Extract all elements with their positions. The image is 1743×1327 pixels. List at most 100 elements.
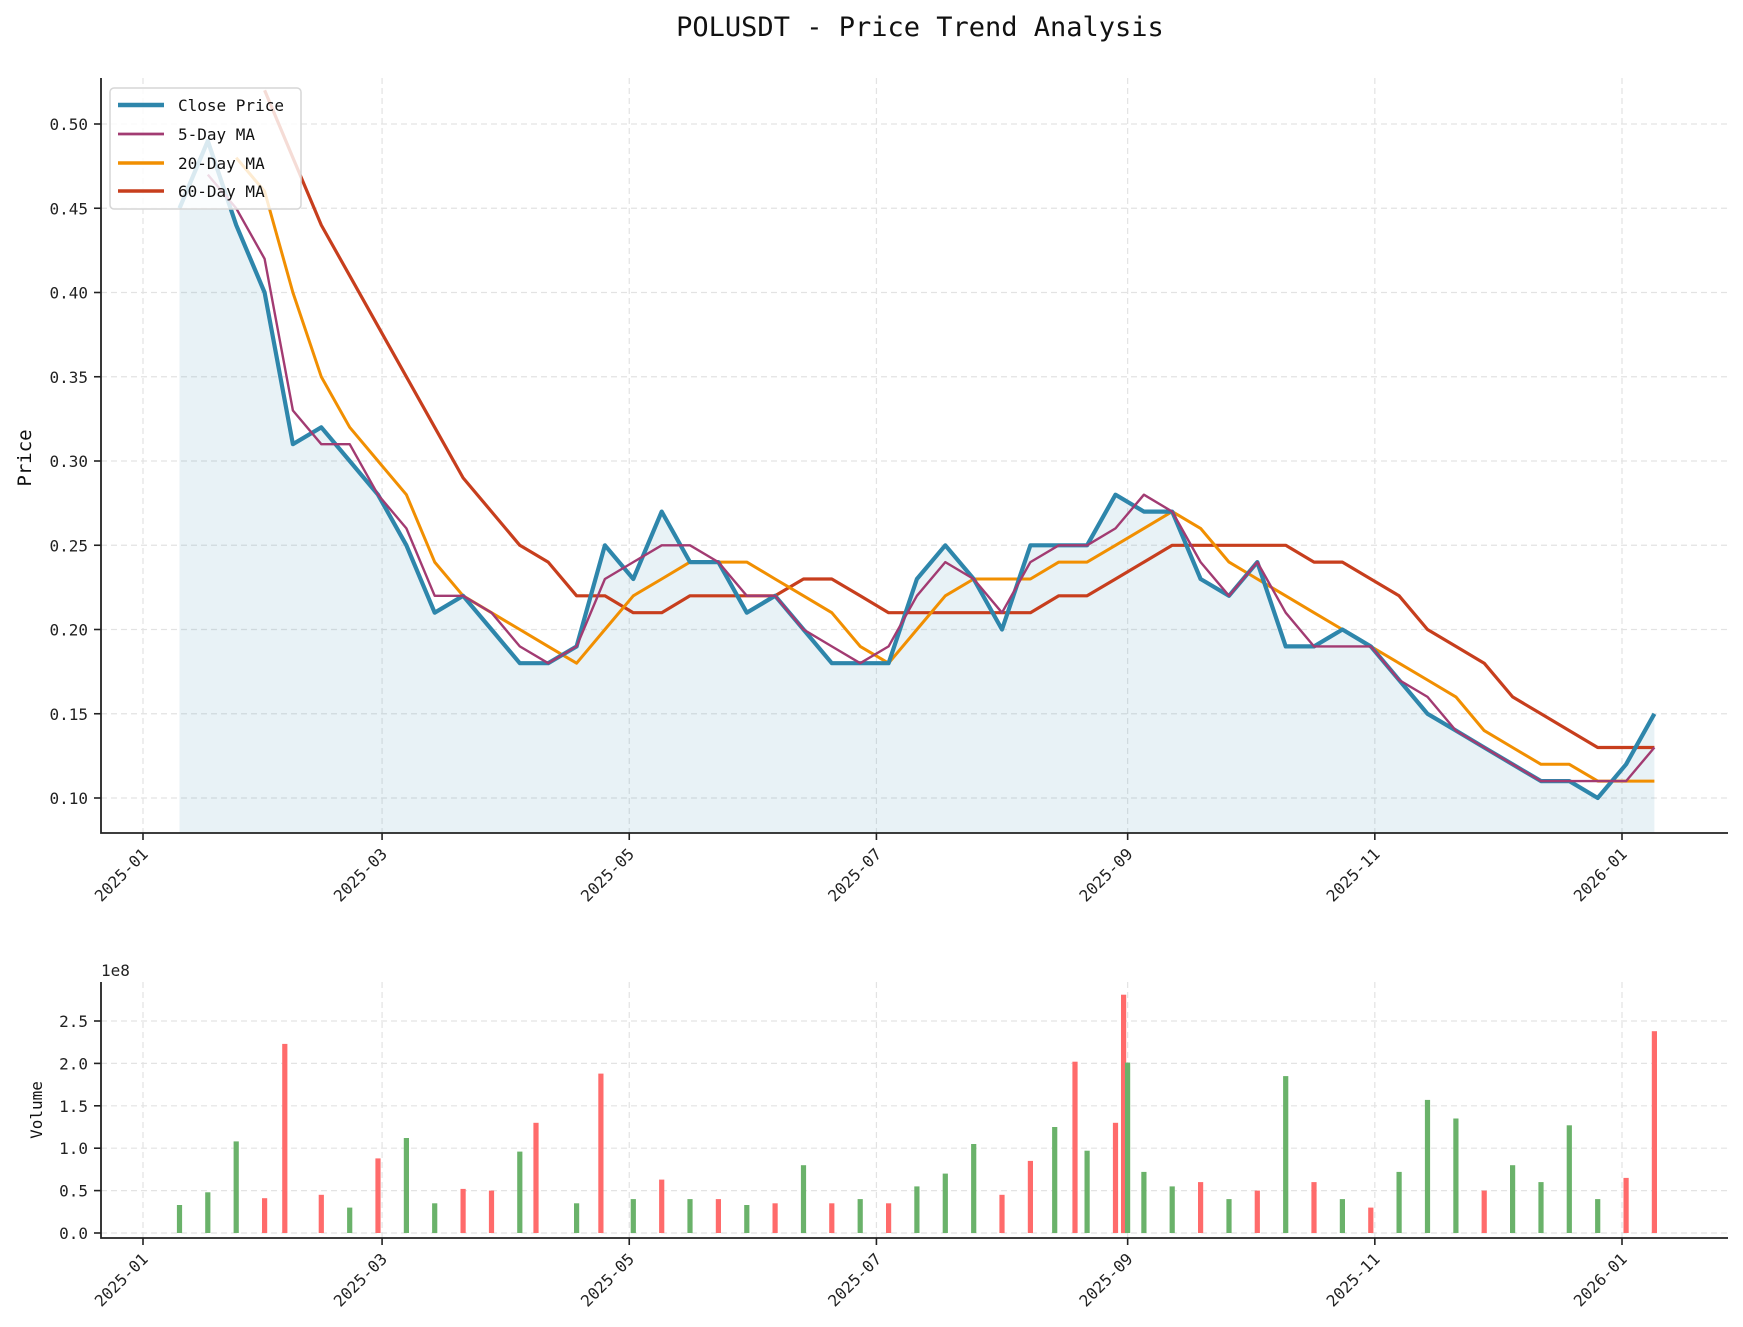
svg-text:Close Price: Close Price bbox=[178, 96, 284, 115]
volume-bar bbox=[1595, 1199, 1601, 1233]
x-tick-label: 2025-03 bbox=[330, 1249, 391, 1310]
volume-bar bbox=[1368, 1207, 1374, 1233]
price-grid bbox=[101, 78, 1728, 833]
volume-bar bbox=[574, 1203, 580, 1233]
volume-bar bbox=[488, 1190, 495, 1233]
volume-bar bbox=[886, 1203, 892, 1233]
x-tick-label: 2025-11 bbox=[1323, 844, 1384, 905]
y-tick-label: 0.10 bbox=[49, 789, 88, 808]
volume-x-ticks: 2025-01 2025-03 2025-05 2025-07 2025-09 2025-… bbox=[91, 1238, 1631, 1311]
legend-item-ma20: 20-Day MA bbox=[118, 154, 265, 173]
volume-bar bbox=[205, 1192, 211, 1233]
price-x-ticks: 2025-01 2025-03 2025-05 2025-07 2025-09 2025-… bbox=[91, 833, 1631, 906]
volume-bar bbox=[1198, 1182, 1204, 1233]
volume-bar bbox=[403, 1138, 409, 1233]
x-tick-label: 2025-09 bbox=[1075, 1249, 1136, 1310]
y-tick-label: 0.50 bbox=[49, 115, 88, 134]
volume-bar bbox=[598, 1073, 604, 1233]
price-y-ticks: 0.10 0.15 0.20 0.25 0.30 0.35 0.40 0.45 0.50 bbox=[49, 115, 101, 808]
volume-bar bbox=[1481, 1190, 1487, 1233]
volume-bar bbox=[971, 1144, 977, 1233]
volume-bar bbox=[533, 1122, 539, 1233]
volume-bar bbox=[1084, 1150, 1090, 1233]
price-y-label: Price bbox=[14, 429, 36, 486]
volume-bar bbox=[744, 1205, 750, 1233]
x-tick-label: 2026-01 bbox=[1570, 1249, 1631, 1310]
x-tick-label: 2025-05 bbox=[577, 844, 638, 905]
volume-panel: 0.0 0.5 1.0 1.5 2.0 2.5 2025-01 2025-03 2025-05… bbox=[27, 961, 1728, 1311]
volume-bar bbox=[1623, 1177, 1629, 1233]
volume-bar bbox=[800, 1165, 807, 1233]
close-price-line bbox=[177, 138, 1657, 801]
volume-bar bbox=[1169, 1186, 1175, 1233]
volume-bar bbox=[1052, 1127, 1058, 1233]
y-tick-label: 0.5 bbox=[59, 1182, 88, 1201]
y-tick-label: 1.0 bbox=[59, 1139, 88, 1158]
volume-bar bbox=[1254, 1190, 1260, 1233]
volume-bar bbox=[375, 1158, 381, 1233]
x-tick-label: 2026-01 bbox=[1570, 844, 1631, 905]
y-tick-label: 0.35 bbox=[49, 368, 88, 387]
volume-bar bbox=[1125, 1062, 1131, 1233]
volume-bar bbox=[772, 1203, 778, 1233]
ma60-line bbox=[263, 89, 1655, 750]
svg-text:20-Day MA: 20-Day MA bbox=[178, 154, 265, 173]
volume-bar bbox=[176, 1205, 183, 1233]
volume-bar bbox=[432, 1203, 438, 1233]
volume-bar bbox=[262, 1198, 268, 1233]
volume-bar bbox=[630, 1199, 636, 1233]
y-tick-label: 0.20 bbox=[49, 621, 88, 640]
y-tick-label: 0.25 bbox=[49, 536, 88, 555]
volume-bar bbox=[318, 1194, 324, 1233]
volume-bar bbox=[999, 1194, 1005, 1233]
volume-axes-spine bbox=[100, 982, 1728, 1239]
ma5-line bbox=[206, 173, 1656, 783]
y-tick-label: 0.45 bbox=[49, 199, 88, 218]
y-tick-label: 0.30 bbox=[49, 452, 88, 471]
volume-bar bbox=[659, 1179, 665, 1233]
volume-bar bbox=[1566, 1125, 1572, 1233]
x-tick-label: 2025-05 bbox=[577, 1249, 638, 1310]
volume-bar bbox=[1396, 1171, 1402, 1233]
volume-bar bbox=[857, 1199, 863, 1233]
y-tick-label: 0.0 bbox=[59, 1224, 88, 1243]
volume-y-ticks: 0.0 0.5 1.0 1.5 2.0 2.5 bbox=[59, 1012, 101, 1243]
volume-bar bbox=[687, 1199, 693, 1233]
volume-bar bbox=[1226, 1199, 1232, 1233]
volume-bar bbox=[1027, 1160, 1033, 1233]
volume-bar bbox=[282, 1043, 288, 1233]
x-tick-label: 2025-11 bbox=[1323, 1249, 1384, 1310]
volume-bar bbox=[1121, 994, 1127, 1233]
svg-text:60-Day MA: 60-Day MA bbox=[178, 182, 265, 201]
volume-bar bbox=[1072, 1061, 1078, 1233]
svg-text:5-Day MA: 5-Day MA bbox=[178, 125, 255, 144]
volume-bar bbox=[233, 1141, 239, 1233]
legend-item-close: Close Price bbox=[118, 96, 284, 115]
volume-bar bbox=[1112, 1122, 1119, 1233]
volume-bar bbox=[1538, 1182, 1544, 1233]
volume-bar bbox=[1651, 1031, 1657, 1233]
volume-bar bbox=[829, 1203, 835, 1233]
volume-bar bbox=[1283, 1076, 1289, 1233]
volume-bars bbox=[176, 994, 1657, 1233]
chart-title: POLUSDT - Price Trend Analysis bbox=[676, 12, 1164, 43]
y-tick-label: 0.40 bbox=[49, 284, 88, 303]
volume-bar bbox=[347, 1207, 353, 1233]
y-tick-label: 1.5 bbox=[59, 1097, 88, 1116]
x-tick-label: 2025-07 bbox=[824, 844, 885, 905]
legend-item-ma5: 5-Day MA bbox=[118, 125, 255, 144]
y-tick-label: 2.5 bbox=[59, 1012, 88, 1031]
volume-y-label: Volume bbox=[27, 1081, 46, 1139]
x-tick-label: 2025-07 bbox=[824, 1249, 885, 1310]
x-tick-label: 2025-09 bbox=[1075, 844, 1136, 905]
x-tick-label: 2025-03 bbox=[330, 844, 391, 905]
y-tick-label: 0.15 bbox=[49, 705, 88, 724]
volume-bar bbox=[1510, 1165, 1516, 1233]
price-axes-spine bbox=[100, 78, 1728, 834]
volume-offset-label: 1e8 bbox=[101, 961, 130, 980]
price-panel: 0.10 0.15 0.20 0.25 0.30 0.35 0.40 0.45 0.50 202… bbox=[14, 78, 1728, 906]
legend: Close Price 5-Day MA 20-Day MA 60-Day MA bbox=[109, 87, 302, 210]
volume-bar bbox=[517, 1151, 523, 1233]
volume-bar bbox=[1424, 1099, 1431, 1233]
